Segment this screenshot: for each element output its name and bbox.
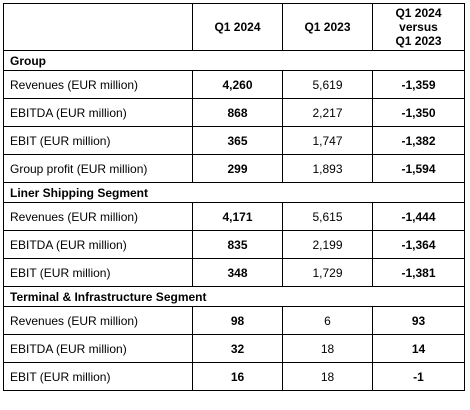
cell-change: 93 bbox=[372, 306, 465, 335]
table-row: Revenues (EUR million) 4,171 5,615 -1,444 bbox=[3, 202, 465, 231]
cell-q1-2024: 32 bbox=[192, 334, 283, 363]
section-row: Liner Shipping Segment bbox=[3, 182, 465, 203]
cell-change: -1,382 bbox=[372, 126, 465, 155]
header-change: Q1 2024 versus Q1 2023 bbox=[372, 3, 465, 51]
row-label: EBITDA (EUR million) bbox=[3, 230, 193, 259]
cell-q1-2023: 1,893 bbox=[282, 154, 373, 183]
cell-change: -1,444 bbox=[372, 202, 465, 231]
cell-change: -1,594 bbox=[372, 154, 465, 183]
table-row: EBIT (EUR million) 365 1,747 -1,382 bbox=[3, 126, 465, 155]
row-label: Revenues (EUR million) bbox=[3, 306, 193, 335]
row-label: EBITDA (EUR million) bbox=[3, 334, 193, 363]
cell-change: -1,359 bbox=[372, 70, 465, 99]
section-title: Group bbox=[3, 50, 465, 71]
row-label: EBIT (EUR million) bbox=[3, 258, 193, 287]
cell-change: -1,381 bbox=[372, 258, 465, 287]
cell-change: -1,364 bbox=[372, 230, 465, 259]
table-row: EBIT (EUR million) 16 18 -1 bbox=[3, 362, 465, 391]
cell-q1-2024: 16 bbox=[192, 362, 283, 391]
financial-results-table: Q1 2024 Q1 2023 Q1 2024 versus Q1 2023 G… bbox=[3, 3, 465, 391]
cell-q1-2023: 2,199 bbox=[282, 230, 373, 259]
cell-q1-2024: 299 bbox=[192, 154, 283, 183]
cell-q1-2023: 2,217 bbox=[282, 98, 373, 127]
cell-change: -1,350 bbox=[372, 98, 465, 127]
table-row: Group profit (EUR million) 299 1,893 -1,594 bbox=[3, 154, 465, 183]
row-label: EBIT (EUR million) bbox=[3, 126, 193, 155]
cell-q1-2024: 348 bbox=[192, 258, 283, 287]
cell-q1-2023: 18 bbox=[282, 334, 373, 363]
table-header-row: Q1 2024 Q1 2023 Q1 2024 versus Q1 2023 bbox=[3, 3, 465, 51]
table-row: EBITDA (EUR million) 32 18 14 bbox=[3, 334, 465, 363]
section-title: Liner Shipping Segment bbox=[3, 182, 465, 203]
section-title: Terminal & Infrastructure Segment bbox=[3, 286, 465, 307]
cell-change: 14 bbox=[372, 334, 465, 363]
header-q1-2023: Q1 2023 bbox=[282, 3, 373, 51]
table-row: Revenues (EUR million) 4,260 5,619 -1,359 bbox=[3, 70, 465, 99]
cell-q1-2023: 5,619 bbox=[282, 70, 373, 99]
row-label: Group profit (EUR million) bbox=[3, 154, 193, 183]
table-row: EBITDA (EUR million) 868 2,217 -1,350 bbox=[3, 98, 465, 127]
section-row: Terminal & Infrastructure Segment bbox=[3, 286, 465, 307]
cell-q1-2024: 98 bbox=[192, 306, 283, 335]
table-row: Revenues (EUR million) 98 6 93 bbox=[3, 306, 465, 335]
row-label: Revenues (EUR million) bbox=[3, 70, 193, 99]
cell-change: -1 bbox=[372, 362, 465, 391]
cell-q1-2023: 5,615 bbox=[282, 202, 373, 231]
cell-q1-2024: 868 bbox=[192, 98, 283, 127]
cell-q1-2023: 1,729 bbox=[282, 258, 373, 287]
table-row: EBIT (EUR million) 348 1,729 -1,381 bbox=[3, 258, 465, 287]
section-row: Group bbox=[3, 50, 465, 71]
cell-q1-2023: 18 bbox=[282, 362, 373, 391]
cell-q1-2024: 835 bbox=[192, 230, 283, 259]
cell-q1-2024: 365 bbox=[192, 126, 283, 155]
row-label: EBIT (EUR million) bbox=[3, 362, 193, 391]
cell-q1-2023: 1,747 bbox=[282, 126, 373, 155]
cell-q1-2024: 4,171 bbox=[192, 202, 283, 231]
row-label: Revenues (EUR million) bbox=[3, 202, 193, 231]
row-label: EBITDA (EUR million) bbox=[3, 98, 193, 127]
header-q1-2024: Q1 2024 bbox=[192, 3, 283, 51]
cell-q1-2023: 6 bbox=[282, 306, 373, 335]
table-row: EBITDA (EUR million) 835 2,199 -1,364 bbox=[3, 230, 465, 259]
header-empty-cell bbox=[3, 3, 193, 51]
cell-q1-2024: 4,260 bbox=[192, 70, 283, 99]
